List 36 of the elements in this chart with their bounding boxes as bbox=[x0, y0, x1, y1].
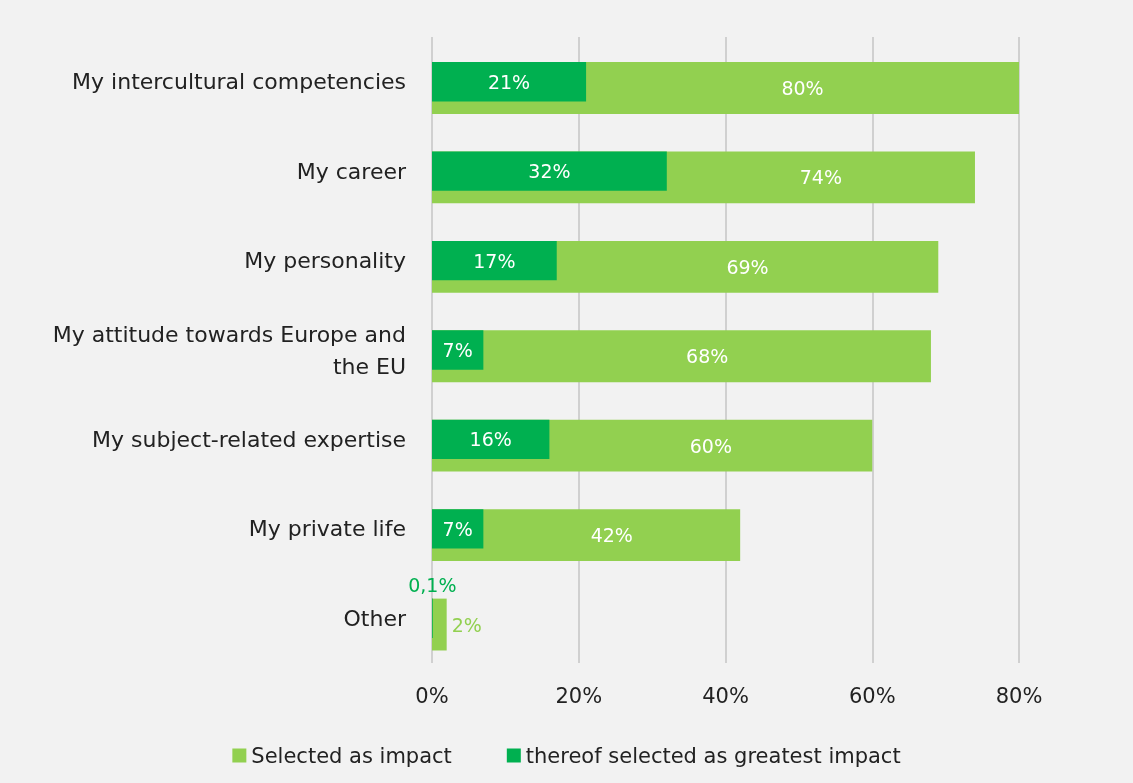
data-label: 0,1% bbox=[408, 574, 457, 597]
data-label: 69% bbox=[726, 255, 769, 278]
y-tick-label: My attitude towards Europe and the EU bbox=[52, 321, 406, 379]
bar bbox=[432, 509, 484, 549]
data-label: 74% bbox=[799, 166, 842, 189]
bar bbox=[432, 151, 667, 191]
x-tick-label: 80% bbox=[995, 683, 1043, 708]
legend-label: thereof selected as greatest impact bbox=[525, 743, 901, 768]
data-label: 7% bbox=[442, 339, 473, 361]
legend-label: Selected as impact bbox=[251, 743, 452, 768]
y-tick-label: My personality bbox=[244, 248, 406, 274]
bar bbox=[432, 598, 447, 651]
bar bbox=[432, 419, 550, 460]
x-tick-label: 0% bbox=[415, 683, 449, 708]
bar bbox=[432, 240, 557, 281]
data-label: 17% bbox=[473, 249, 516, 272]
data-label: 7% bbox=[442, 517, 473, 540]
x-tick-label: 60% bbox=[848, 683, 896, 708]
data-label: 60% bbox=[689, 434, 732, 457]
data-label: 80% bbox=[781, 76, 824, 99]
x-tick-label: 40% bbox=[702, 683, 749, 708]
y-tick-label: My intercultural competencies bbox=[72, 69, 406, 95]
bar bbox=[432, 330, 931, 383]
y-tick-label: My subject-related expertise bbox=[92, 426, 406, 452]
y-tick-label: Other bbox=[343, 605, 407, 631]
data-label: 32% bbox=[528, 160, 571, 183]
y-tick-label: My private life bbox=[248, 516, 406, 542]
data-label: 16% bbox=[469, 428, 512, 451]
data-label: 2% bbox=[451, 613, 482, 636]
y-tick-label: My career bbox=[296, 158, 407, 184]
data-label: 42% bbox=[590, 524, 633, 547]
x-tick-label: 20% bbox=[555, 683, 603, 708]
bar bbox=[432, 62, 587, 102]
data-label: 21% bbox=[487, 70, 531, 93]
bar bbox=[432, 330, 484, 370]
data-label: 68% bbox=[686, 345, 729, 368]
